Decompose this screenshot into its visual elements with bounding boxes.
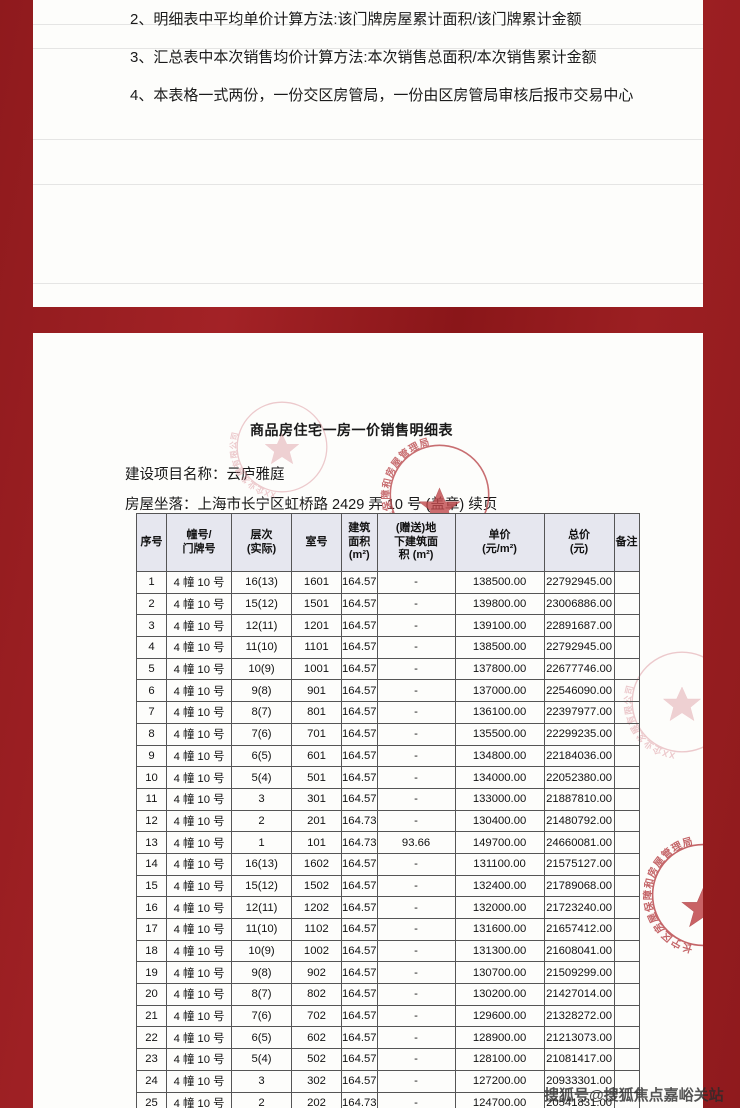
- svg-text:XX企业发展有限公司: XX企业发展有限公司: [229, 431, 277, 500]
- svg-text:长宁区房屋保障和房屋管理局: 长宁区房屋保障和房屋管理局: [641, 835, 695, 955]
